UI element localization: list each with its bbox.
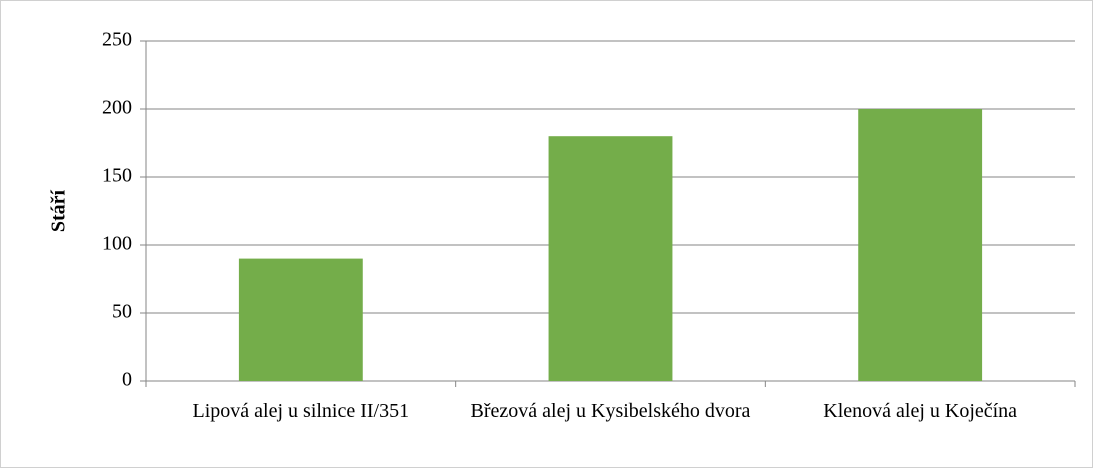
y-tick-label: 100 bbox=[102, 233, 132, 255]
y-tick-label: 0 bbox=[122, 369, 132, 391]
bar bbox=[858, 109, 983, 381]
y-axis-label: Stáří bbox=[48, 189, 70, 232]
bar bbox=[548, 136, 673, 381]
y-tick-label: 250 bbox=[102, 29, 132, 51]
x-tick-label: Březová alej u Kysibelského dvora bbox=[470, 400, 751, 422]
bar bbox=[238, 258, 363, 381]
x-tick-label: Lipová alej u silnice II/351 bbox=[192, 400, 410, 422]
y-tick-label: 200 bbox=[102, 97, 132, 119]
y-tick-label: 50 bbox=[112, 301, 132, 323]
y-tick-label: 150 bbox=[102, 165, 132, 187]
x-tick-label: Klenová alej u Koječína bbox=[823, 400, 1018, 422]
